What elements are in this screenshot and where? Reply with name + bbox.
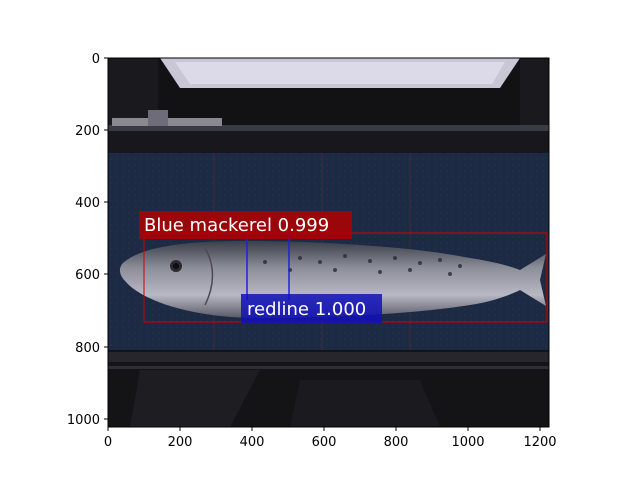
x-tick-label: 400 bbox=[240, 435, 265, 450]
y-tick-label: 0 bbox=[92, 52, 100, 67]
x-tick-label: 0 bbox=[104, 435, 112, 450]
y-axis bbox=[104, 57, 108, 420]
mackerel-label: Blue mackerel 0.999 bbox=[139, 211, 352, 239]
mackerel-label-text: Blue mackerel 0.999 bbox=[144, 215, 329, 236]
x-axis bbox=[107, 427, 541, 431]
x-tick-label: 800 bbox=[384, 435, 409, 450]
y-tick-label: 1000 bbox=[67, 413, 100, 428]
photo bbox=[108, 58, 549, 427]
redline-label-text: redline 1.000 bbox=[247, 299, 366, 320]
y-tick-label: 200 bbox=[75, 124, 100, 139]
y-tick-label: 800 bbox=[75, 341, 100, 356]
y-tick-label: 600 bbox=[75, 268, 100, 283]
x-tick-label: 1200 bbox=[523, 435, 556, 450]
redline-label: redline 1.000 bbox=[241, 294, 382, 323]
x-tick-label: 200 bbox=[168, 435, 193, 450]
y-tick-label: 400 bbox=[75, 196, 100, 211]
axes-frame bbox=[107, 57, 550, 428]
x-tick-label: 1000 bbox=[451, 435, 484, 450]
x-tick-label: 600 bbox=[312, 435, 337, 450]
